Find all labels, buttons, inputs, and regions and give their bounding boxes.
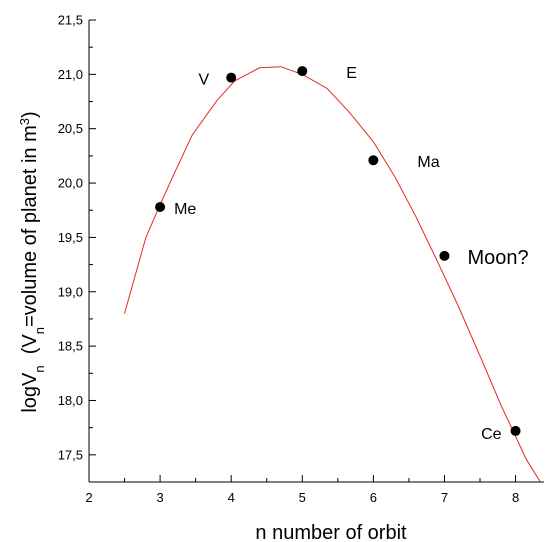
y-axis-title-sup: 3 xyxy=(17,118,32,125)
x-tick-label: 8 xyxy=(512,490,519,505)
y-tick-label: 18,5 xyxy=(58,339,83,354)
data-point xyxy=(155,201,166,212)
y-axis-title-rest: =volume of planet in m xyxy=(19,125,41,327)
data-point xyxy=(297,66,308,77)
data-point-label: Ma xyxy=(417,154,439,171)
plot-area xyxy=(88,20,544,483)
y-axis-title-main: logV xyxy=(19,372,41,413)
data-point xyxy=(439,250,450,261)
data-point xyxy=(368,155,379,166)
y-tick-label: 20,5 xyxy=(58,121,83,136)
x-tick-label: 6 xyxy=(370,490,377,505)
y-axis-title-sub1: n xyxy=(32,365,47,372)
data-point-label: E xyxy=(346,65,357,82)
y-axis-title-close: ) xyxy=(19,111,41,118)
x-tick-label: 4 xyxy=(228,490,235,505)
x-tick-label: 5 xyxy=(299,490,306,505)
y-tick-label: 21,0 xyxy=(58,67,83,82)
y-tick-label: 18,0 xyxy=(58,393,83,408)
fit-curve-path xyxy=(124,66,541,483)
x-axis-title: n number of orbit xyxy=(255,522,407,542)
data-point-label: Me xyxy=(174,201,196,218)
data-points xyxy=(155,66,521,436)
data-point xyxy=(510,425,521,436)
data-point-label: Moon? xyxy=(467,247,528,269)
y-tick-label: 19,5 xyxy=(58,230,83,245)
x-tick-label: 2 xyxy=(85,490,92,505)
y-tick-label: 19,0 xyxy=(58,284,83,299)
fit-curve xyxy=(124,66,541,483)
y-tick-label: 21,5 xyxy=(58,13,83,28)
data-point xyxy=(226,72,237,83)
y-axis-title-sub2: n xyxy=(32,327,47,334)
y-axis-title-paren: (V xyxy=(19,334,41,366)
y-tick-label: 20,0 xyxy=(58,176,83,191)
y-tick-label: 17,5 xyxy=(58,447,83,462)
x-ticks: 2 3 4 5 6 7 8 xyxy=(85,475,519,505)
y-axis-title: logVn (Vn=volume of planet in m3) xyxy=(17,111,47,412)
x-tick-label: 3 xyxy=(156,490,163,505)
point-labels: Me V E Ma Moon? Ce xyxy=(174,65,529,443)
y-ticks: 17,5 18,0 18,5 19,0 19,5 20,0 20,5 21,0 21,5 xyxy=(58,13,96,462)
x-tick-label: 7 xyxy=(441,490,448,505)
data-point-label: V xyxy=(199,72,210,89)
data-point-label: Ce xyxy=(481,426,502,443)
